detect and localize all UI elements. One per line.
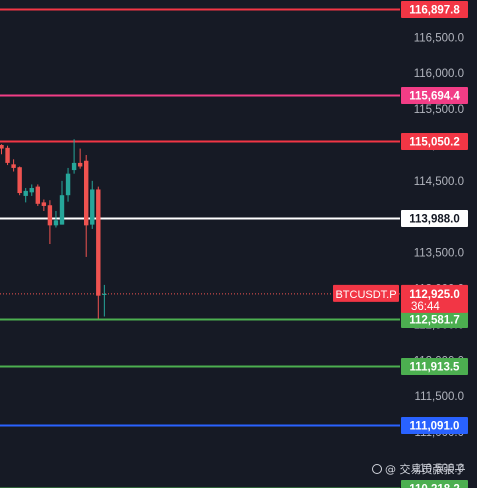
level-price-label: 111,091.0 <box>410 421 460 433</box>
level-price-label: 111,913.5 <box>410 362 460 374</box>
level-price-tag <box>401 133 468 150</box>
level-price-tag <box>401 358 468 375</box>
level-price-tag <box>401 480 468 488</box>
horizontal-level-lines <box>0 8 400 488</box>
candle-body <box>47 205 53 226</box>
candle-body <box>77 162 83 167</box>
price-tick-label: 114,500.0 <box>414 176 464 188</box>
candle-body <box>0 144 4 149</box>
price-tick-label: 115,500.0 <box>414 104 464 116</box>
level-price-label: 115,694.4 <box>409 91 460 103</box>
level-price-label: 115,050.2 <box>409 137 460 149</box>
level-price-tag <box>401 311 468 328</box>
last-price-value: 112,925.0 <box>409 289 460 301</box>
candles <box>0 139 107 319</box>
level-price-label: 110,218.2 <box>409 484 460 488</box>
candle-body <box>71 162 77 171</box>
candle-body <box>41 202 47 206</box>
candle-body <box>96 189 101 296</box>
bar-countdown: 36:44 <box>411 301 440 313</box>
candle-body <box>102 293 107 295</box>
level-price-tag <box>401 417 468 434</box>
candle-body <box>23 190 28 196</box>
candle-body <box>65 173 71 196</box>
symbol-badge <box>333 284 399 302</box>
candle-body <box>90 189 95 225</box>
last-price-tag <box>401 284 468 313</box>
candle-body <box>17 167 22 194</box>
level-price-tags: 116,897.8 115,694.4 115,050.2 113,988.0 112,… <box>401 1 468 488</box>
candle-body <box>29 188 34 193</box>
candle-body <box>59 195 65 225</box>
level-price-tag <box>401 1 468 18</box>
price-tick-label: 116,000.0 <box>414 68 464 80</box>
watermark-text: @ 交易员張張子 <box>385 462 466 476</box>
candle-body <box>84 160 89 226</box>
price-tick-label: 113,500.0 <box>414 248 464 260</box>
symbol-label: BTCUSDT.P <box>335 289 396 301</box>
candle-body <box>53 220 59 226</box>
price-tick-label: 116,500.0 <box>414 32 464 44</box>
level-price-label: 112,581.7 <box>409 315 460 327</box>
level-price-label: 116,897.8 <box>409 5 460 17</box>
level-price-tag <box>401 87 468 104</box>
candle-body <box>11 164 16 168</box>
watermark: @ 交易员張張子 <box>372 462 466 476</box>
watermark-icon <box>372 464 382 474</box>
level-price-tag <box>401 210 468 227</box>
level-price-label: 113,988.0 <box>409 214 460 226</box>
candle-body <box>5 147 10 163</box>
price-tick-label: 111,500.0 <box>415 391 464 403</box>
candle-body <box>35 186 40 204</box>
last-price-marker: BTCUSDT.P 112,925.0 36:44 <box>333 284 468 313</box>
price-tick-label: 110,500.0 <box>414 463 464 475</box>
